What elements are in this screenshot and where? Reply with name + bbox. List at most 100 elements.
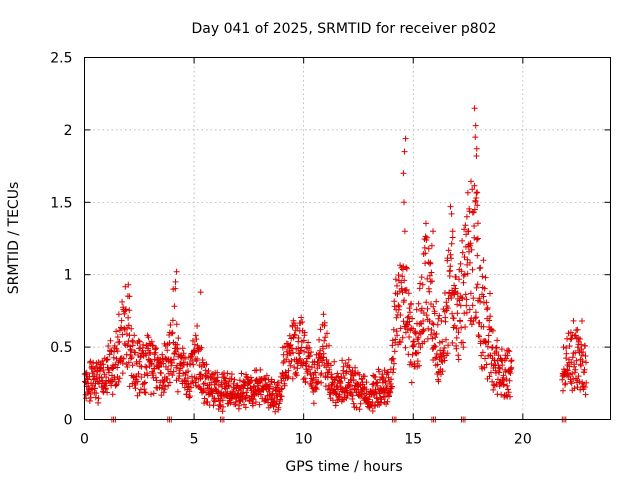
data-point xyxy=(346,364,353,371)
data-point xyxy=(443,299,450,306)
data-point xyxy=(112,382,119,389)
data-point xyxy=(164,375,171,382)
data-point xyxy=(193,336,200,343)
data-point xyxy=(321,337,328,344)
data-point xyxy=(481,285,488,292)
data-point xyxy=(433,350,440,357)
data-point xyxy=(406,305,413,312)
data-point xyxy=(560,387,566,394)
data-point xyxy=(454,301,461,308)
data-point xyxy=(301,329,308,336)
data-point xyxy=(461,254,468,260)
data-point xyxy=(318,370,325,377)
data-point xyxy=(407,359,414,365)
data-point xyxy=(472,198,479,205)
data-point xyxy=(568,380,575,387)
data-point xyxy=(202,367,209,374)
data-point xyxy=(150,390,157,397)
data-point xyxy=(477,264,484,271)
data-point xyxy=(135,370,142,377)
data-point xyxy=(428,242,435,249)
data-point xyxy=(461,271,468,278)
data-point xyxy=(571,385,578,392)
data-point xyxy=(337,380,344,387)
data-point xyxy=(151,351,158,358)
data-point xyxy=(430,228,436,235)
data-point xyxy=(331,358,338,365)
data-point xyxy=(247,374,254,381)
data-point xyxy=(573,357,580,364)
data-point xyxy=(415,300,422,307)
data-point xyxy=(463,231,470,238)
data-point xyxy=(473,284,480,291)
data-point xyxy=(169,329,176,336)
data-point xyxy=(183,391,190,398)
data-point xyxy=(498,391,505,398)
data-point xyxy=(269,390,276,397)
data-point xyxy=(138,374,145,381)
data-point xyxy=(473,153,480,159)
data-point xyxy=(455,356,462,363)
data-point xyxy=(166,340,173,347)
data-point xyxy=(563,345,570,351)
data-point xyxy=(316,363,323,369)
data-point xyxy=(142,379,148,386)
data-point xyxy=(389,383,395,390)
data-point xyxy=(468,321,475,328)
data-point xyxy=(189,337,196,344)
data-point xyxy=(447,203,454,210)
data-point xyxy=(128,325,135,332)
data-point xyxy=(474,281,481,288)
data-point xyxy=(483,299,490,306)
data-point xyxy=(428,327,435,333)
data-point xyxy=(93,390,100,397)
data-point xyxy=(151,365,158,372)
data-point xyxy=(103,356,110,363)
data-point xyxy=(243,389,250,396)
data-point xyxy=(141,380,147,387)
data-point xyxy=(175,375,182,382)
data-point xyxy=(224,370,231,377)
data-point xyxy=(474,252,481,259)
data-point xyxy=(463,213,470,220)
chart-title: Day 041 of 2025, SRMTID for receiver p80… xyxy=(191,21,496,37)
data-point xyxy=(328,373,335,380)
data-point xyxy=(579,358,586,365)
data-point xyxy=(428,269,435,276)
data-points xyxy=(81,105,590,423)
data-point xyxy=(401,277,408,284)
data-point xyxy=(278,385,285,392)
data-point xyxy=(431,342,438,349)
data-point xyxy=(148,338,155,345)
data-point xyxy=(226,383,233,390)
data-point xyxy=(476,265,483,272)
data-point xyxy=(245,380,252,387)
data-point xyxy=(446,273,453,279)
data-point xyxy=(450,315,457,322)
data-point xyxy=(88,386,95,393)
data-point xyxy=(278,386,285,393)
data-point xyxy=(203,361,210,368)
data-point xyxy=(448,240,455,247)
data-point xyxy=(371,389,378,396)
data-point xyxy=(481,364,488,371)
data-point xyxy=(427,278,434,285)
data-point xyxy=(464,256,471,263)
data-point xyxy=(121,340,128,347)
data-point xyxy=(472,315,479,322)
data-point xyxy=(257,391,264,398)
data-point xyxy=(103,374,110,381)
data-point xyxy=(391,360,397,367)
data-point xyxy=(402,344,409,351)
data-point xyxy=(90,359,97,366)
data-point xyxy=(505,389,512,396)
data-point xyxy=(486,373,493,380)
data-point xyxy=(581,366,588,373)
data-point xyxy=(231,376,238,383)
data-point xyxy=(291,364,298,371)
data-point xyxy=(491,357,498,364)
data-point xyxy=(417,280,424,287)
data-point xyxy=(498,346,505,353)
y-axis-label: SRMTID / TECUs xyxy=(6,182,22,295)
data-point xyxy=(466,306,473,313)
